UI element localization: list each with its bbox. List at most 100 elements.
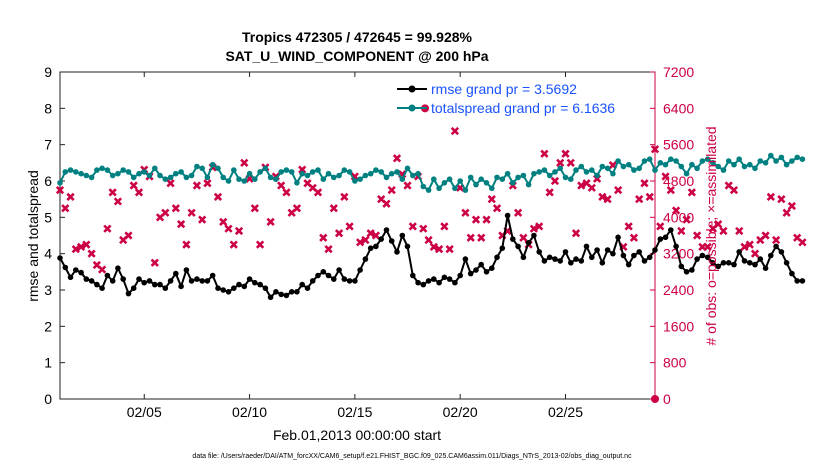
- legend-rmse-marker: [408, 85, 416, 93]
- obs-x-stroke: [682, 215, 691, 224]
- rmse-point: [120, 276, 126, 282]
- rmse-point: [157, 281, 163, 288]
- totalspread-point: [220, 174, 226, 181]
- totalspread-point: [252, 176, 258, 182]
- obs-assimilated-marker: [392, 154, 402, 163]
- rmse-point: [320, 269, 327, 275]
- totalspread-point: [320, 176, 327, 182]
- totalspread-point: [552, 169, 558, 175]
- obs-assimilated-marker: [298, 165, 307, 174]
- obs-x-stroke: [361, 235, 370, 245]
- obs-x-stroke: [182, 240, 191, 249]
- totalspread-point: [783, 161, 790, 168]
- obs-x-stroke: [445, 245, 454, 254]
- obs-assimilated-marker: [482, 215, 491, 224]
- totalspread-point: [462, 187, 469, 193]
- obs-assimilated-marker: [487, 195, 496, 204]
- obs-x-stroke: [303, 179, 312, 188]
- rmse-point: [104, 272, 111, 279]
- totalspread-point: [231, 167, 237, 173]
- totalspread-point: [515, 174, 521, 181]
- obs-x-stroke: [714, 220, 723, 229]
- rmse-point: [583, 243, 590, 250]
- rmse-point: [415, 279, 421, 286]
- rmse-point: [67, 274, 74, 281]
- obs-assimilated-marker: [340, 192, 349, 202]
- totalspread-point: [768, 152, 774, 159]
- totalspread-point: [631, 167, 637, 173]
- obs-assimilated-marker: [461, 208, 470, 217]
- rmse-point: [631, 252, 637, 259]
- rmse-point: [246, 276, 253, 282]
- obs-x-stroke: [761, 231, 770, 240]
- obs-x-stroke: [113, 197, 123, 206]
- totalspread-point: [341, 167, 348, 173]
- totalspread-point: [373, 167, 379, 173]
- obs-x-stroke: [724, 181, 733, 190]
- totalspread-point: [483, 180, 490, 186]
- rmse-point: [183, 267, 190, 273]
- obs-assimilated-marker: [182, 240, 191, 249]
- rmse-point: [752, 261, 758, 268]
- obs-assimilated-marker: [329, 204, 338, 213]
- obs-assimilated-marker: [650, 145, 660, 154]
- rmse-point: [662, 234, 669, 241]
- chart-title-line1: Tropics 472305 / 472645 = 99.928%: [242, 29, 473, 45]
- totalspread-point: [73, 169, 79, 175]
- totalspread-point: [246, 170, 253, 177]
- obs-x-stroke: [382, 199, 391, 208]
- rmse-point: [552, 256, 558, 262]
- rmse-point: [520, 254, 527, 261]
- rmse-point: [146, 278, 153, 284]
- rmse-point: [504, 212, 511, 219]
- obs-assimilated-marker: [540, 149, 549, 158]
- x-tick-label: 02/10: [232, 404, 267, 420]
- totalspread-point: [678, 163, 685, 170]
- obs-x-stroke: [782, 208, 791, 217]
- totalspread-point: [336, 172, 342, 179]
- rmse-point: [457, 272, 464, 279]
- obs-x-stroke: [766, 192, 775, 202]
- totalspread-point: [747, 161, 753, 168]
- totalspread-point: [578, 163, 585, 170]
- totalspread-point: [741, 163, 748, 170]
- obs-x-stroke: [198, 215, 207, 224]
- totalspread-point: [309, 169, 316, 175]
- totalspread-point: [473, 181, 479, 188]
- totalspread-point: [120, 167, 126, 173]
- totalspread-point: [699, 158, 706, 164]
- obs-assimilated-marker: [492, 204, 502, 213]
- y-axis-right-label: # of obs: o=possible; ×=assimilated: [703, 126, 719, 345]
- obs-assimilated-marker: [645, 192, 654, 202]
- rmse-point: [252, 279, 258, 286]
- y-left-tick-label: 8: [44, 100, 52, 116]
- legend-spread-marker: [408, 104, 416, 112]
- y-left-tick-label: 6: [44, 173, 52, 189]
- totalspread-point: [125, 169, 132, 175]
- rmse-point: [704, 254, 711, 261]
- y-left-tick-label: 3: [44, 282, 52, 298]
- rmse-point: [610, 250, 616, 257]
- obs-x-stroke: [703, 242, 712, 251]
- obs-assimilated-marker: [176, 220, 186, 229]
- obs-x-stroke: [255, 240, 265, 249]
- totalspread-point: [436, 185, 442, 192]
- rmse-point: [278, 291, 285, 298]
- obs-assimilated-marker: [777, 195, 786, 204]
- rmse-point: [557, 258, 563, 264]
- rmse-point: [678, 263, 685, 270]
- totalspread-point: [510, 180, 516, 186]
- totalspread-series: [57, 152, 806, 193]
- obs-x-stroke: [124, 231, 133, 240]
- obs-assimilated-marker: [671, 206, 681, 215]
- rmse-point: [736, 249, 742, 255]
- obs-x-stroke: [87, 249, 96, 258]
- rmse-point: [336, 267, 342, 273]
- x-tick-label: 02/15: [337, 404, 372, 420]
- obs-assimilated-marker: [703, 242, 712, 251]
- rmse-point: [483, 269, 490, 275]
- rmse-point: [768, 252, 774, 259]
- totalspread-point: [736, 156, 742, 162]
- rmse-point: [62, 264, 69, 271]
